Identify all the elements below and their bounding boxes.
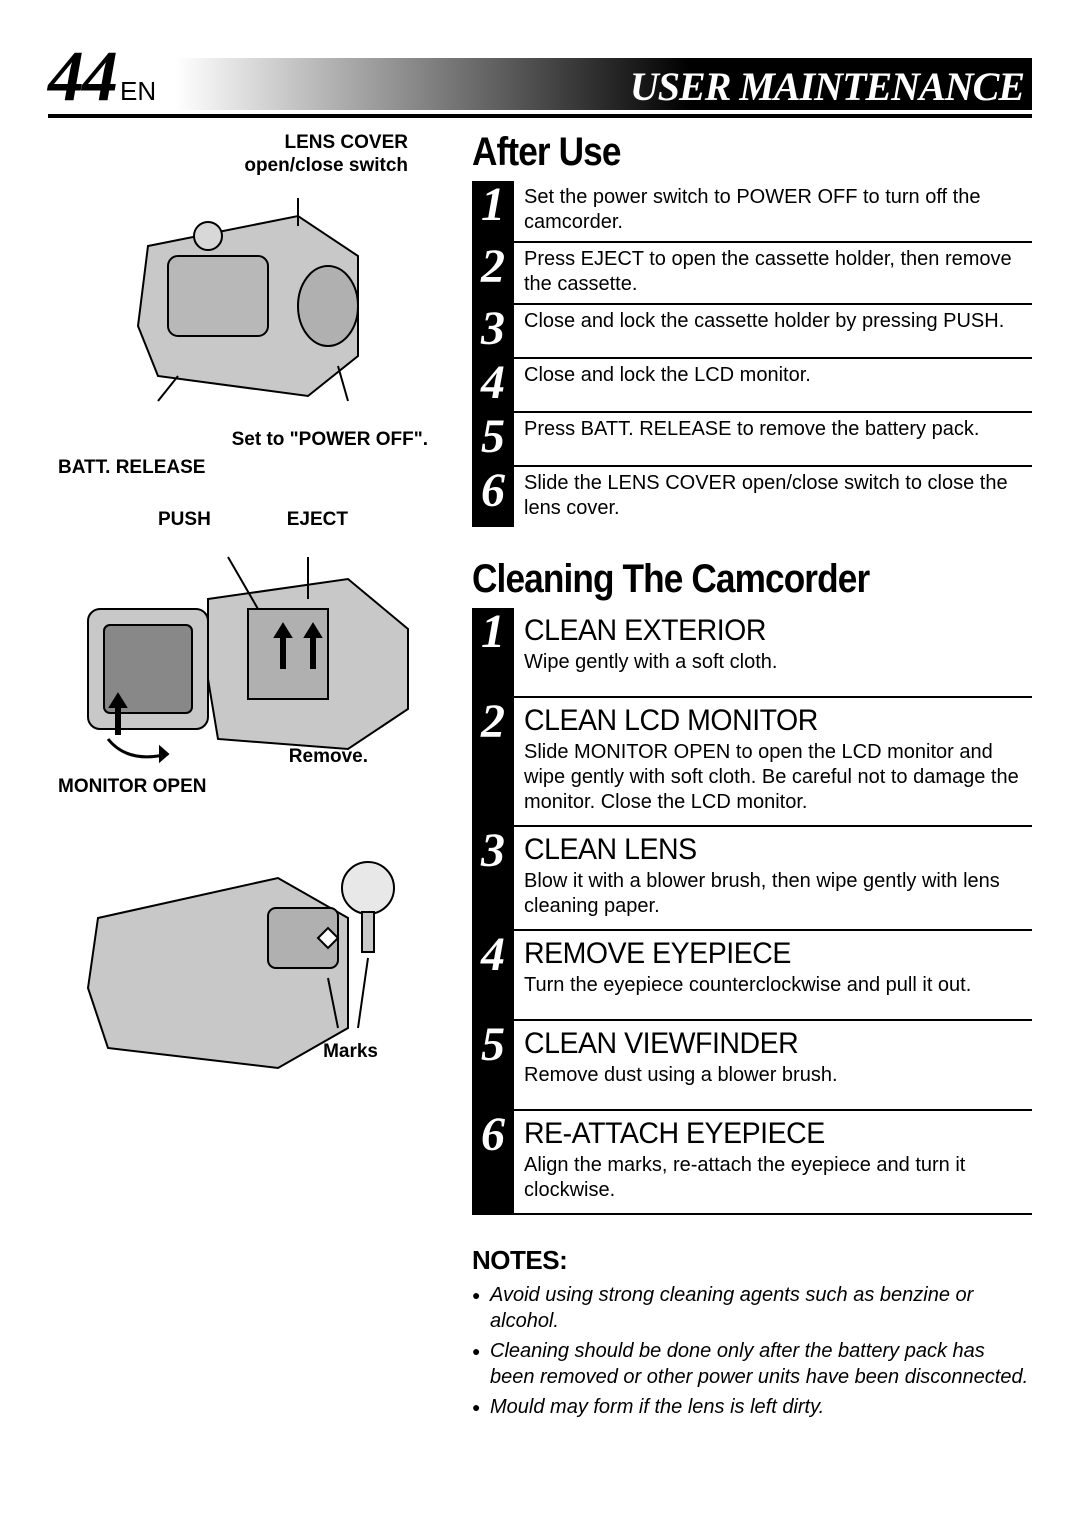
step-text: Turn the eyepiece counterclockwise and p… <box>524 973 971 998</box>
after-use-step-3: 3 Close and lock the cassette holder by … <box>472 305 1032 359</box>
step-text: Slide MONITOR OPEN to open the LCD monit… <box>524 740 1032 815</box>
content-column: After Use 1 Set the power switch to POWE… <box>472 128 1032 1424</box>
step-heading: REMOVE EYEPIECE <box>524 937 949 971</box>
step-number: 6 <box>472 1109 514 1162</box>
step-number: 4 <box>472 929 514 982</box>
eject-label: EJECT <box>287 509 348 531</box>
cleaning-step-3: 3 CLEAN LENS Blow it with a blower brush… <box>472 827 1032 931</box>
step-text: Press BATT. RELEASE to remove the batter… <box>524 417 979 442</box>
page-number-block: 44EN <box>48 40 156 112</box>
step-number: 2 <box>472 696 514 749</box>
step-number: 5 <box>472 1019 514 1072</box>
diagram-1-top-label: LENS COVER open/close switch <box>48 132 448 178</box>
after-use-step-5: 5 Press BATT. RELEASE to remove the batt… <box>472 413 1032 467</box>
note-item: Avoid using strong cleaning agents such … <box>472 1282 1032 1334</box>
note-item: Cleaning should be done only after the b… <box>472 1338 1032 1390</box>
notes-title: NOTES: <box>472 1245 1032 1276</box>
after-use-step-1: 1 Set the power switch to POWER OFF to t… <box>472 181 1032 243</box>
step-heading: CLEAN VIEWFINDER <box>524 1027 822 1061</box>
monitor-open-label: MONITOR OPEN <box>58 776 207 797</box>
cleaning-step-2: 2 CLEAN LCD MONITOR Slide MONITOR OPEN t… <box>472 698 1032 827</box>
step-text: Remove dust using a blower brush. <box>524 1063 838 1088</box>
step-number: 5 <box>472 411 514 464</box>
header-title: USER MAINTENANCE <box>630 59 1032 110</box>
step-text: Press EJECT to open the cassette holder,… <box>524 247 1032 297</box>
diagram-1-svg <box>48 186 448 421</box>
push-label: PUSH <box>158 509 211 531</box>
after-use-title: After Use <box>472 130 965 175</box>
step-text: Set the power switch to POWER OFF to tur… <box>524 185 1032 235</box>
diagram-1: LENS COVER open/close switch <box>48 132 448 479</box>
note-item: Mould may form if the lens is left dirty… <box>472 1394 1032 1420</box>
page-number: 44 <box>48 36 116 116</box>
step-number: 3 <box>472 825 514 878</box>
step-number: 1 <box>472 606 514 659</box>
set-power-off-label: Set to "POWER OFF". <box>232 429 428 450</box>
cleaning-title: Cleaning The Camcorder <box>472 557 965 602</box>
cleaning-step-6: 6 RE-ATTACH EYEPIECE Align the marks, re… <box>472 1111 1032 1215</box>
after-use-step-6: 6 Slide the LENS COVER open/close switch… <box>472 467 1032 527</box>
step-text: Close and lock the cassette holder by pr… <box>524 309 1004 334</box>
header-title-wrap: USER MAINTENANCE <box>176 50 1032 110</box>
cleaning-step-4: 4 REMOVE EYEPIECE Turn the eyepiece coun… <box>472 931 1032 1021</box>
notes-list: Avoid using strong cleaning agents such … <box>472 1282 1032 1420</box>
diagram-3: Marks <box>48 828 448 1063</box>
cleaning-step-1: 1 CLEAN EXTERIOR Wipe gently with a soft… <box>472 608 1032 698</box>
step-text: Wipe gently with a soft cloth. <box>524 650 779 675</box>
step-text: Close and lock the LCD monitor. <box>524 363 811 388</box>
step-heading: CLEAN LCD MONITOR <box>524 704 1007 738</box>
after-use-steps: 1 Set the power switch to POWER OFF to t… <box>472 181 1032 527</box>
remove-label: Remove. <box>289 746 368 767</box>
step-number: 6 <box>472 465 514 518</box>
after-use-step-2: 2 Press EJECT to open the cassette holde… <box>472 243 1032 305</box>
step-heading: RE-ATTACH EYEPIECE <box>524 1117 1007 1151</box>
step-text: Slide the LENS COVER open/close switch t… <box>524 471 1032 521</box>
step-number: 4 <box>472 357 514 410</box>
diagrams-column: LENS COVER open/close switch <box>48 128 448 1424</box>
open-close-switch-label: open/close switch <box>244 155 408 176</box>
step-heading: CLEAN EXTERIOR <box>524 614 766 648</box>
diagram-3-svg <box>48 828 448 1093</box>
page-header: 44EN USER MAINTENANCE <box>48 40 1032 118</box>
step-number: 1 <box>472 179 514 232</box>
step-number: 3 <box>472 303 514 356</box>
marks-label: Marks <box>323 1041 378 1062</box>
lens-cover-label: LENS COVER <box>284 132 408 153</box>
step-text: Blow it with a blower brush, then wipe g… <box>524 869 1032 919</box>
after-use-step-4: 4 Close and lock the LCD monitor. <box>472 359 1032 413</box>
page-language: EN <box>120 76 156 106</box>
step-heading: CLEAN LENS <box>524 833 1007 867</box>
step-text: Align the marks, re-attach the eyepiece … <box>524 1153 1032 1203</box>
diagram-2-svg <box>48 539 448 774</box>
batt-release-label: BATT. RELEASE <box>58 457 205 478</box>
cleaning-step-5: 5 CLEAN VIEWFINDER Remove dust using a b… <box>472 1021 1032 1111</box>
cleaning-steps: 1 CLEAN EXTERIOR Wipe gently with a soft… <box>472 608 1032 1215</box>
diagram-2: PUSH EJECT <box>48 509 448 798</box>
step-number: 2 <box>472 241 514 294</box>
